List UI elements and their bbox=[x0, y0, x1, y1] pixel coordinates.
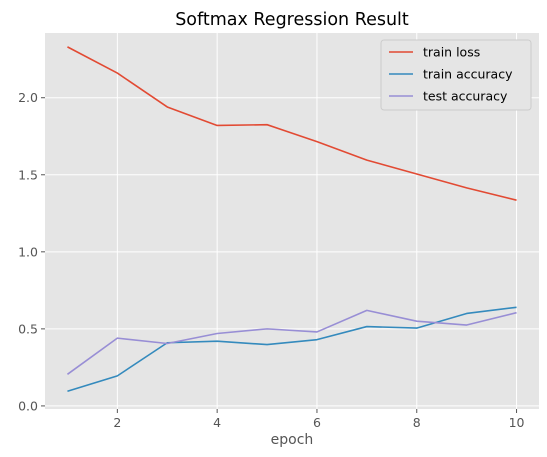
series-lines bbox=[66, 46, 517, 393]
y-tick-label: 2.0 bbox=[18, 90, 38, 105]
x-tick-label: 2 bbox=[113, 415, 121, 430]
y-ticks: 0.0 0.5 1.0 1.5 2.0 bbox=[18, 90, 45, 413]
x-axis-label: epoch bbox=[271, 432, 314, 448]
legend-label-test-accuracy: test accuracy bbox=[423, 89, 508, 104]
y-tick-label: 1.5 bbox=[18, 167, 38, 182]
legend-label-train-loss: train loss bbox=[423, 45, 480, 60]
x-tick-label: 10 bbox=[509, 415, 525, 430]
x-ticks: 2 4 6 8 10 bbox=[113, 409, 525, 430]
y-tick-label: 0.0 bbox=[18, 398, 38, 413]
x-tick-label: 4 bbox=[213, 415, 221, 430]
series-line-train-accuracy bbox=[67, 306, 517, 393]
series-line-train-loss bbox=[67, 46, 517, 201]
series-line-test-accuracy bbox=[66, 309, 517, 375]
x-tick-label: 8 bbox=[413, 415, 421, 430]
legend-box bbox=[380, 39, 532, 111]
y-tick-label: 0.5 bbox=[18, 321, 38, 336]
x-tick-label: 6 bbox=[313, 415, 321, 430]
legend-label-train-accuracy: train accuracy bbox=[423, 67, 513, 82]
y-tick-label: 1.0 bbox=[18, 244, 38, 259]
chart-title: Softmax Regression Result bbox=[175, 10, 409, 30]
legend: train loss train accuracy test accuracy bbox=[380, 39, 532, 111]
